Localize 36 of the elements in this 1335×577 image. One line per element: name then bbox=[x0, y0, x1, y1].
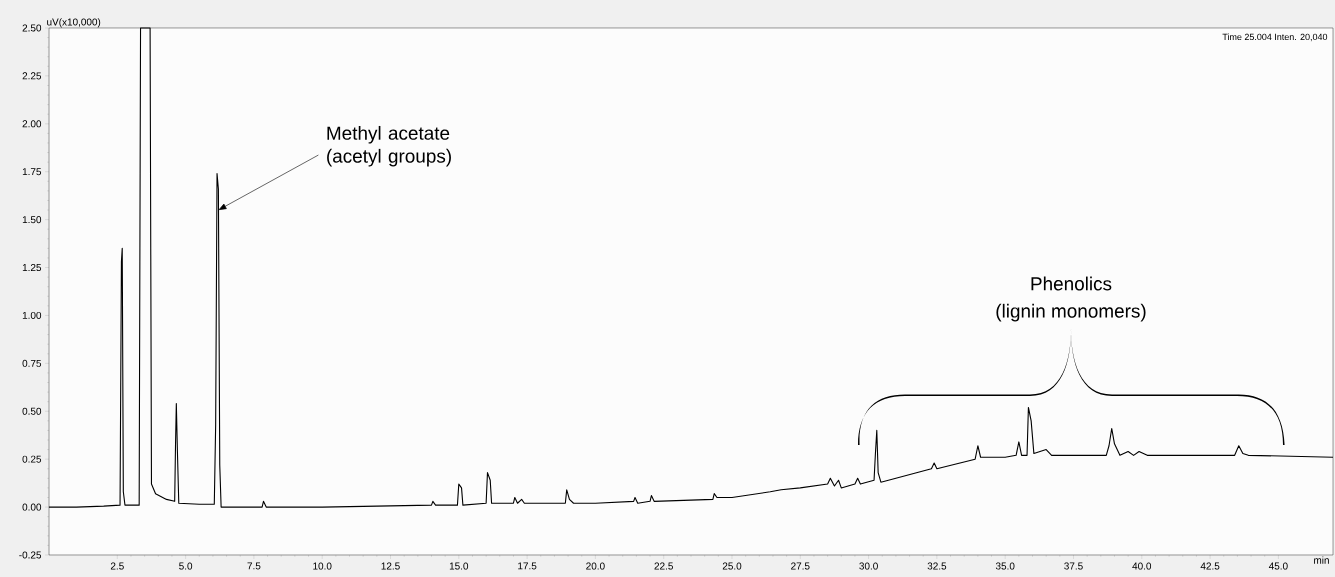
x-tick-label: 42.5 bbox=[1200, 562, 1220, 570]
x-tick-label: 22.5 bbox=[654, 562, 673, 570]
y-tick-label: -0.25 bbox=[19, 551, 42, 559]
x-tick-label: 15.0 bbox=[449, 562, 469, 570]
y-tick-label: 0.75 bbox=[22, 359, 42, 367]
x-tick-label: 40.0 bbox=[1132, 562, 1152, 570]
y-tick-label: 2.00 bbox=[22, 120, 42, 128]
x-tick-label: 7.5 bbox=[247, 562, 261, 570]
y-tick-label: 2.50 bbox=[22, 24, 42, 32]
y-tick-label: 0.50 bbox=[22, 407, 42, 415]
x-tick-label: 30.0 bbox=[859, 562, 878, 570]
y-tick-label: 0.00 bbox=[22, 503, 42, 511]
x-tick-label: 12.5 bbox=[381, 562, 400, 570]
x-tick-label: 32.5 bbox=[927, 562, 947, 570]
annotation: Time 25.004 Inten. 20,040 bbox=[1222, 33, 1328, 42]
y-tick-label: 1.25 bbox=[22, 264, 42, 272]
y-tick-label: 1.50 bbox=[22, 216, 42, 224]
x-axis-title: min bbox=[1314, 556, 1329, 564]
y-tick-label: 0.25 bbox=[22, 455, 42, 463]
x-tick-label: 17.5 bbox=[518, 562, 537, 570]
y-tick-label: 1.75 bbox=[22, 168, 42, 176]
annotation: Phenolics bbox=[1031, 276, 1112, 291]
y-tick-label: 1.00 bbox=[22, 311, 42, 319]
x-tick-label: 27.5 bbox=[791, 562, 810, 570]
x-tick-label: 5.0 bbox=[179, 562, 193, 570]
x-tick-label: 37.5 bbox=[1064, 562, 1083, 570]
x-tick-label: 25.0 bbox=[722, 562, 742, 570]
x-tick-label: 2.5 bbox=[110, 562, 124, 570]
annotation: (lignin monomers) bbox=[996, 303, 1146, 322]
y-axis-title: uV(x10,000) bbox=[47, 18, 101, 28]
x-tick-label: 20.0 bbox=[586, 562, 605, 570]
y-tick-label: 2.25 bbox=[22, 72, 42, 80]
x-tick-label: 35.0 bbox=[995, 562, 1015, 570]
x-tick-label: 45.0 bbox=[1268, 562, 1288, 570]
x-tick-label: 10.0 bbox=[313, 562, 332, 570]
annotation: Methyl acetate (acetyl groups) bbox=[327, 125, 451, 167]
